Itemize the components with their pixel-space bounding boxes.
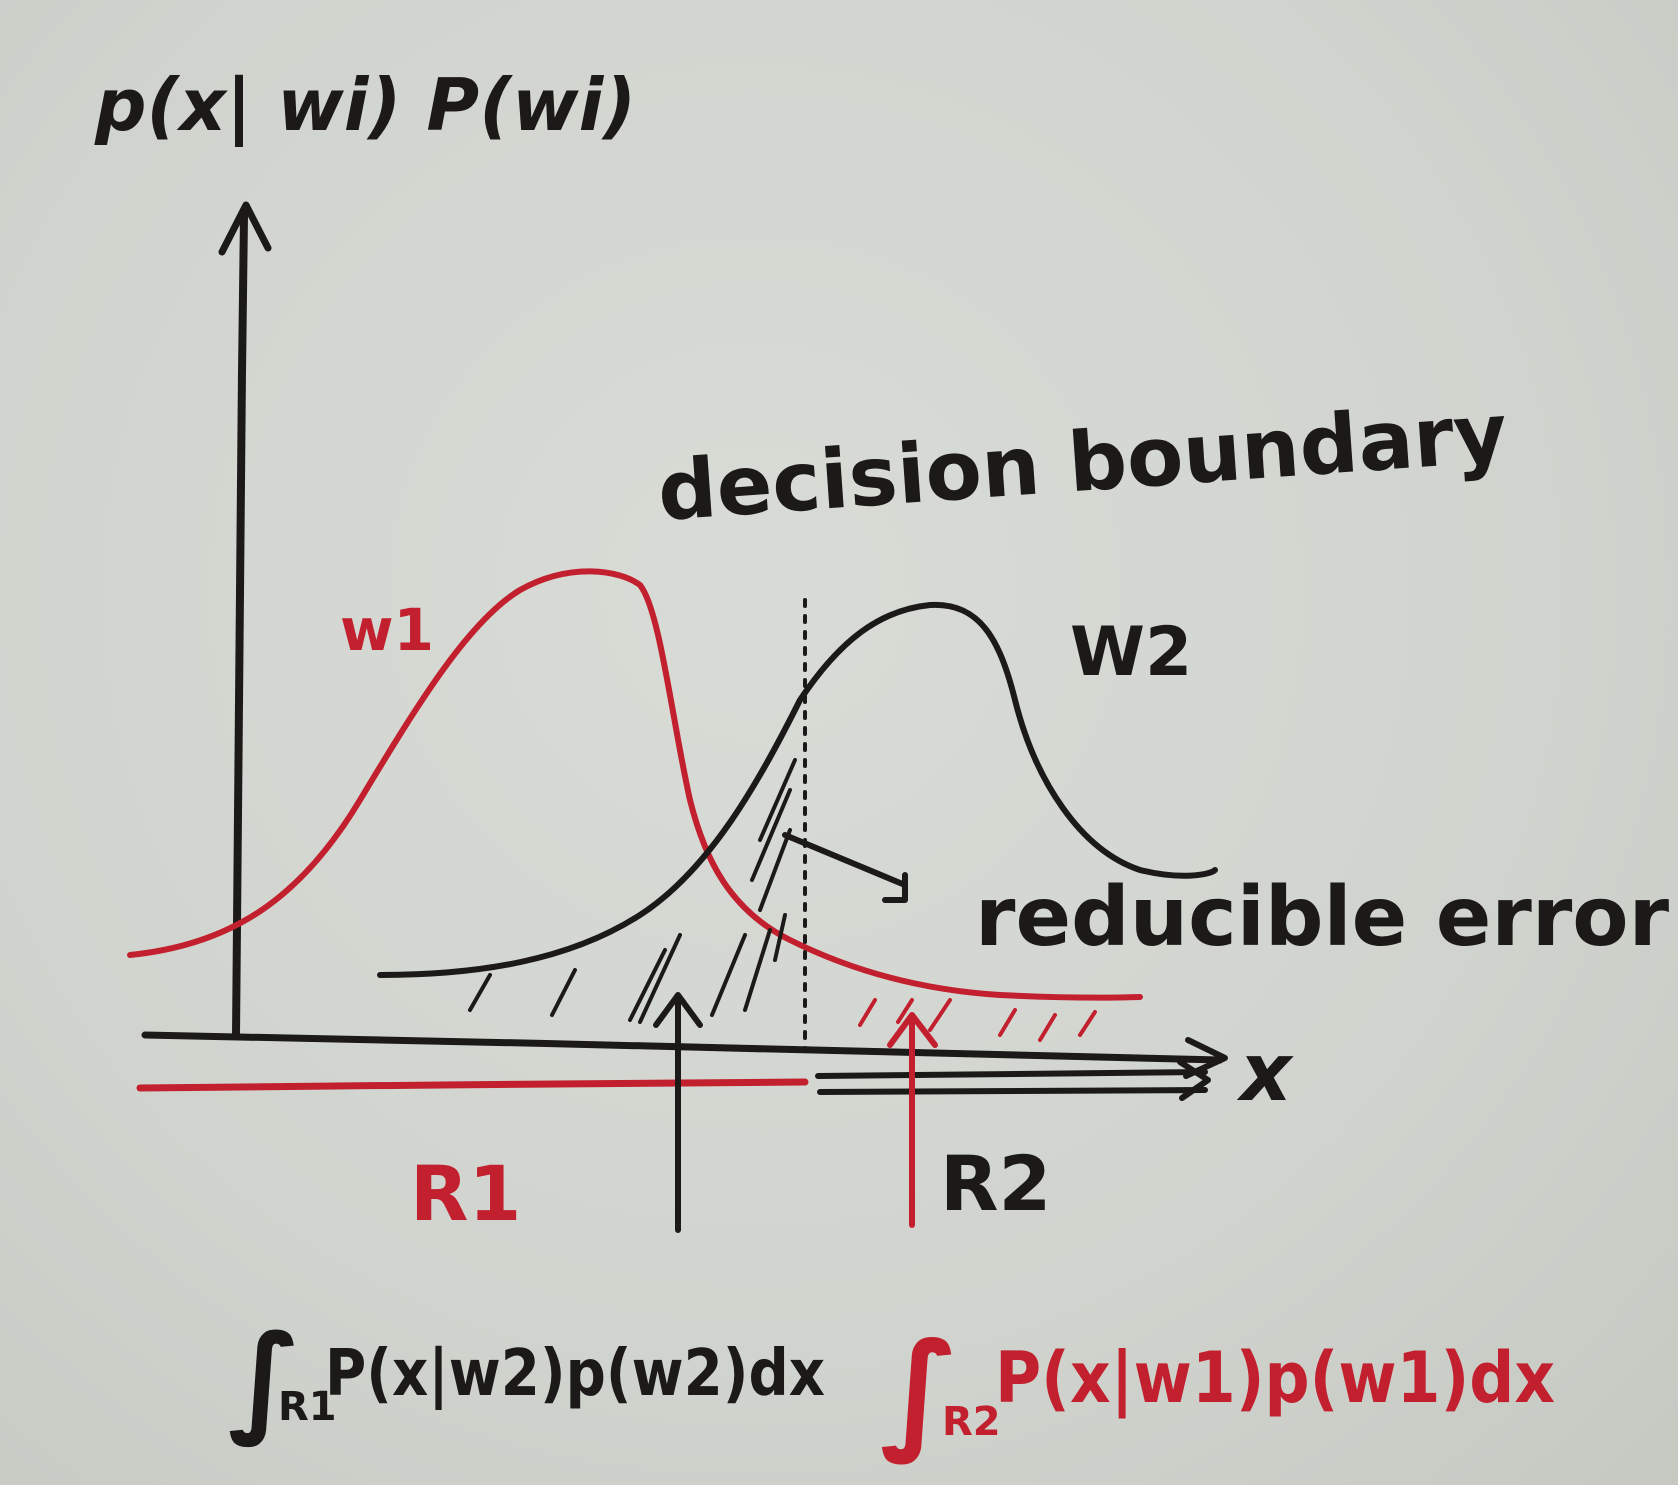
integral-r2-sign: ∫ [880,1314,959,1466]
region-r1-line [136,1078,809,1092]
y-axis-line [232,211,248,1039]
integral-r2-body: P(x|w1)p(w1)dx [995,1337,1555,1419]
region-r2-line [815,1059,1211,1101]
integral-r2-subscript: R2 [942,1399,1001,1445]
hatch-error-r2 [858,998,1097,1042]
curve-w2 [377,601,1218,978]
integral-r1-body: P(x|w2)p(w2)dx [325,1337,825,1411]
region-r2-label: R2 [940,1139,1051,1228]
x-axis-label: x [1236,1026,1294,1119]
decision-boundary-label: decision boundary [655,386,1510,540]
integral-r1-sign: ∫ [228,1310,301,1449]
curve-w2-label: W2 [1070,613,1192,692]
r2-integral-arrow [887,1012,938,1228]
y-axis-arrowhead [218,201,272,256]
reducible-error-pointer [782,832,908,903]
curve-w1-label: w1 [340,596,434,664]
region-r1-label: R1 [410,1149,521,1238]
reducible-error-label: reducible error [975,870,1670,965]
integral-r1-subscript: R1 [278,1384,337,1430]
error-integral-r2: ∫ R2 P(x|w1)p(w1)dx [880,1314,1555,1466]
y-axis-label: p(x| wi) P(wi) [94,63,636,148]
hatch-error-r1 [468,758,797,1024]
x-axis-line [141,1031,1224,1064]
curve-w1 [127,568,1143,1001]
error-integral-r1: ∫ R1 P(x|w2)p(w2)dx [228,1310,825,1449]
r1-integral-arrow [653,992,703,1233]
